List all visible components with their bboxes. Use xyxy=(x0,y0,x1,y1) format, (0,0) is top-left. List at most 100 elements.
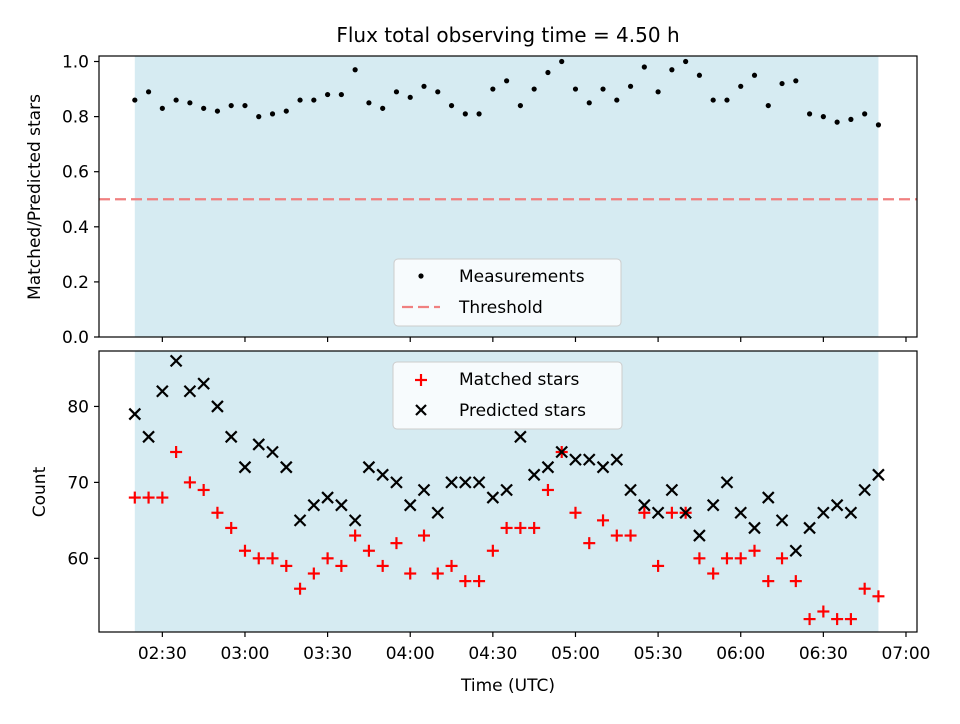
matched-star-point xyxy=(858,582,871,595)
predicted-star-point xyxy=(817,506,830,520)
top-y-axis-label: Matched/Predicted stars xyxy=(25,94,45,300)
measurement-point xyxy=(490,86,496,92)
measurement-point xyxy=(669,67,675,73)
measurement-point xyxy=(311,97,317,103)
measurement-point xyxy=(738,83,744,89)
top-y-tick-label: 0.4 xyxy=(62,218,89,238)
measurement-point xyxy=(352,67,358,73)
bottom-axes-frame xyxy=(98,350,918,633)
predicted-star-point xyxy=(211,400,224,413)
x-tick-label: 06:00 xyxy=(716,644,765,664)
measurement-point xyxy=(627,83,634,89)
measurement-point xyxy=(641,64,647,70)
x-tick-label: 07:00 xyxy=(881,644,930,664)
measurement-point xyxy=(380,105,386,111)
measurement-point xyxy=(559,58,565,65)
predicted-star-point xyxy=(417,483,431,497)
measurement-point xyxy=(710,97,716,103)
predicted-star-point xyxy=(197,377,210,390)
matched-star-point xyxy=(294,582,307,595)
measurement-point xyxy=(324,91,331,98)
predicted-star-point xyxy=(830,498,844,512)
measurement-point xyxy=(187,100,193,106)
predicted-star-point xyxy=(555,445,568,459)
predicted-star-point xyxy=(803,521,816,535)
x-tick-label: 03:00 xyxy=(220,644,269,664)
measurement-point xyxy=(214,108,221,114)
predicted-star-point xyxy=(335,498,348,512)
matched-star-point xyxy=(445,559,458,572)
x-tick-label: 05:00 xyxy=(551,644,600,664)
measurement-point xyxy=(614,97,620,103)
measurement-point xyxy=(696,72,703,78)
predicted-stars-points xyxy=(128,354,885,558)
measurement-point xyxy=(779,80,785,87)
top-ticks: 0.0 0.2 0.4 0.6 0.8 1.0 xyxy=(62,53,907,348)
measurement-point xyxy=(366,100,372,106)
matched-star-point xyxy=(128,491,141,504)
matched-star-point xyxy=(390,537,403,550)
predicted-star-point xyxy=(472,476,486,489)
measurement-point xyxy=(600,86,606,92)
measurement-point xyxy=(765,102,771,109)
x-tick-label: 02:30 xyxy=(138,644,187,664)
measurement-point xyxy=(862,111,868,117)
measurement-point xyxy=(476,111,482,117)
x-tick-label: 06:30 xyxy=(799,644,848,664)
measurement-point xyxy=(448,102,455,109)
matched-star-point xyxy=(211,506,224,519)
matched-star-point xyxy=(500,521,513,534)
matched-star-point xyxy=(266,552,279,565)
predicted-star-point xyxy=(761,491,775,504)
matched-star-point xyxy=(707,567,720,580)
measurement-point xyxy=(531,86,537,92)
measurement-point xyxy=(242,102,248,109)
measurement-point xyxy=(256,114,262,120)
measurement-point xyxy=(338,91,344,98)
matched-star-point xyxy=(197,483,210,496)
matched-star-point xyxy=(803,613,816,626)
matched-star-point xyxy=(142,491,155,504)
matched-star-point xyxy=(817,605,830,618)
legend-label-threshold: Threshold xyxy=(458,298,543,318)
bottom-legend-box xyxy=(392,361,623,430)
legend-label-matched: Matched stars xyxy=(459,370,579,390)
predicted-star-point xyxy=(183,384,197,398)
predicted-star-point xyxy=(541,460,555,474)
measurement-point xyxy=(393,89,400,95)
measurement-point xyxy=(834,119,840,125)
predicted-star-point xyxy=(362,460,376,474)
measurement-point xyxy=(173,97,179,103)
matched-star-point xyxy=(789,575,802,588)
predicted-star-point xyxy=(293,514,307,527)
predicted-star-point xyxy=(142,430,155,444)
top-legend-box xyxy=(393,258,622,327)
matched-star-point xyxy=(665,506,678,519)
predicted-star-point xyxy=(431,506,445,520)
matched-star-point xyxy=(844,613,857,626)
measurement-point xyxy=(407,94,413,100)
predicted-star-point xyxy=(596,460,610,474)
measurement-point xyxy=(228,102,234,109)
x-tick-label: 05:30 xyxy=(634,644,683,664)
legend-label-measurements: Measurements xyxy=(459,267,585,287)
measurement-point xyxy=(655,89,661,95)
predicted-star-point xyxy=(706,498,720,512)
predicted-star-point xyxy=(169,354,183,368)
predicted-star-point xyxy=(238,460,252,474)
measurement-point xyxy=(159,105,165,111)
matched-star-point xyxy=(624,529,637,542)
measurement-points xyxy=(132,58,882,128)
predicted-star-point xyxy=(280,460,293,474)
measurement-point xyxy=(751,72,758,78)
bottom-legend: Matched stars Predicted stars xyxy=(392,361,623,430)
predicted-star-point xyxy=(403,498,417,512)
measurement-point xyxy=(586,100,592,106)
matched-star-point xyxy=(693,552,706,565)
legend-marker-predicted xyxy=(415,404,427,416)
measurement-point xyxy=(145,89,152,95)
matched-star-point xyxy=(376,559,389,572)
matched-star-point xyxy=(638,506,651,519)
predicted-star-point xyxy=(693,529,706,542)
